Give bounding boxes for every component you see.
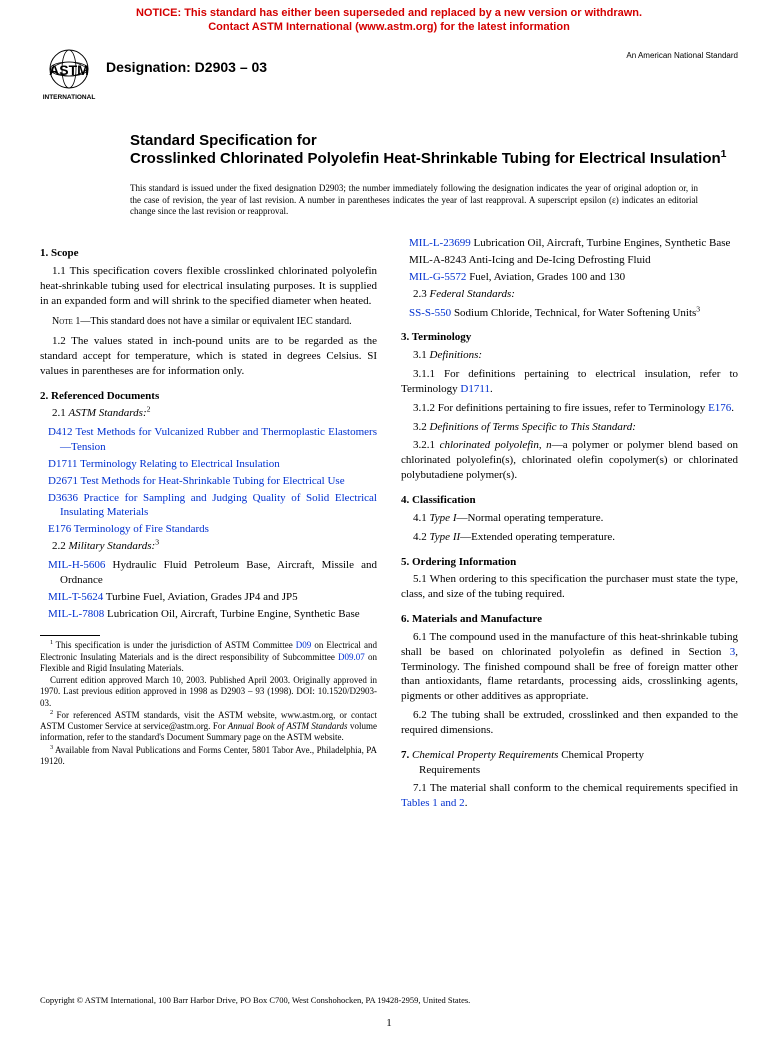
para-4-1: 4.1 Type I—Normal operating temperature. (401, 511, 738, 526)
reference-text[interactable]: Terminology of Fire Standards (71, 523, 209, 535)
reference-text: Fuel, Aviation, Grades 100 and 130 (466, 271, 625, 283)
reference-code[interactable]: MIL-L-7808 (48, 608, 104, 620)
reference-item: MIL-A-8243 Anti-Icing and De-Icing Defro… (401, 253, 738, 268)
footnotes: 1 This specification is under the jurisd… (40, 640, 377, 767)
supersession-notice: NOTICE: This standard has either been su… (0, 0, 778, 37)
notice-line-1: NOTICE: This standard has either been su… (136, 7, 642, 19)
para-4-2: 4.2 Type II—Extended operating temperatu… (401, 530, 738, 545)
reference-code: MIL-A-8243 (409, 254, 466, 266)
reference-code[interactable]: D412 (48, 426, 72, 438)
para-7-1: 7.1 The material shall conform to the ch… (401, 781, 738, 811)
reference-code[interactable]: MIL-H-5606 (48, 559, 105, 571)
section-1-head: 1. Scope (40, 246, 377, 261)
reference-code[interactable]: SS-S-550 (409, 307, 451, 319)
reference-item: D3636 Practice for Sampling and Judging … (40, 491, 377, 521)
para-6-1: 6.1 The compound used in the manufacture… (401, 630, 738, 704)
reference-code[interactable]: MIL-G-5572 (409, 271, 466, 283)
reference-item: D2671 Test Methods for Heat-Shrinkable T… (40, 474, 377, 489)
para-1-2: 1.2 The values stated in inch-pound unit… (40, 334, 377, 379)
link-d0907[interactable]: D09.07 (338, 652, 365, 662)
reference-item: MIL-G-5572 Fuel, Aviation, Grades 100 an… (401, 270, 738, 285)
para-6-2: 6.2 The tubing shall be extruded, crossl… (401, 708, 738, 738)
section-4-head: 4. Classification (401, 493, 738, 508)
section-6-head: 6. Materials and Manufacture (401, 612, 738, 627)
title-line-1: Standard Specification for (130, 132, 738, 151)
para-2-1: 2.1 ASTM Standards:2 (40, 406, 377, 421)
section-5-head: 5. Ordering Information (401, 555, 738, 570)
para-3-1: 3.1 Definitions: (401, 348, 738, 363)
para-1-1: 1.1 This specification covers flexible c… (40, 264, 377, 309)
astm-logo: ASTM INTERNATIONAL (40, 45, 100, 108)
section-3-head: 3. Terminology (401, 330, 738, 345)
notice-line-2: Contact ASTM International (www.astm.org… (208, 21, 570, 33)
designation-block: Designation: D2903 – 03 (100, 45, 626, 77)
designation-text: Designation: D2903 – 03 (106, 59, 267, 75)
reference-text: Sodium Chloride, Technical, for Water So… (451, 307, 696, 319)
section-2-head: 2. Referenced Documents (40, 389, 377, 404)
para-5-1: 5.1 When ordering to this specification … (401, 572, 738, 602)
footnote-1b: Current edition approved March 10, 2003.… (40, 675, 377, 709)
page-number: 1 (0, 1017, 778, 1029)
left-column: 1. Scope 1.1 This specification covers f… (40, 236, 377, 815)
reference-item: E176 Terminology of Fire Standards (40, 522, 377, 537)
right-column: MIL-L-23699 Lubrication Oil, Aircraft, T… (401, 236, 738, 815)
svg-text:INTERNATIONAL: INTERNATIONAL (43, 94, 96, 101)
reference-code[interactable]: D2671 (48, 475, 78, 487)
reference-code[interactable]: E176 (48, 523, 71, 535)
reference-text: Hydraulic Fluid Petroleum Base, Aircraft… (60, 559, 377, 586)
para-3-2-1: 3.2.1 chlorinated polyolefin, n—a polyme… (401, 438, 738, 483)
reference-text: Anti-Icing and De-Icing Defrosting Fluid (466, 254, 650, 266)
copyright-notice: Copyright © ASTM International, 100 Barr… (40, 995, 738, 1005)
para-3-1-1: 3.1.1 For definitions pertaining to elec… (401, 367, 738, 397)
reference-code[interactable]: D1711 (48, 458, 78, 470)
reference-item: MIL-L-23699 Lubrication Oil, Aircraft, T… (401, 236, 738, 251)
para-3-2: 3.2 Definitions of Terms Specific to Thi… (401, 420, 738, 435)
para-2-2: 2.2 Military Standards:3 (40, 539, 377, 554)
link-e176[interactable]: E176 (708, 402, 731, 414)
reference-code[interactable]: MIL-T-5624 (48, 591, 103, 603)
reference-text: Lubrication Oil, Aircraft, Turbine Engin… (471, 237, 731, 249)
national-standard-note: An American National Standard (626, 45, 738, 60)
reference-item: MIL-T-5624 Turbine Fuel, Aviation, Grade… (40, 590, 377, 605)
para-2-3: 2.3 Federal Standards: (401, 287, 738, 302)
document-title: Standard Specification for Crosslinked C… (0, 108, 778, 170)
reference-item: SS-S-550 Sodium Chloride, Technical, for… (401, 306, 738, 321)
reference-text[interactable]: Test Methods for Vulcanized Rubber and T… (60, 426, 377, 453)
reference-item: MIL-L-7808 Lubrication Oil, Aircraft, Tu… (40, 607, 377, 622)
footnote-rule (40, 635, 100, 636)
link-tables-1-2[interactable]: Tables 1 and 2 (401, 797, 465, 809)
svg-text:ASTM: ASTM (49, 62, 89, 78)
reference-code[interactable]: MIL-L-23699 (409, 237, 471, 249)
reference-text: Turbine Fuel, Aviation, Grades JP4 and J… (103, 591, 297, 603)
reference-text[interactable]: Practice for Sampling and Judging Qualit… (60, 492, 377, 519)
note-1: Note 1—This standard does not have a sim… (40, 315, 377, 329)
link-d1711[interactable]: D1711 (460, 383, 490, 395)
reference-text[interactable]: Terminology Relating to Electrical Insul… (78, 458, 280, 470)
issuance-note: This standard is issued under the fixed … (0, 169, 778, 218)
reference-item: D1711 Terminology Relating to Electrical… (40, 457, 377, 472)
section-7-head: 7. Chemical Property Requirements Chemic… (401, 748, 738, 778)
body-columns: 1. Scope 1.1 This specification covers f… (0, 218, 778, 815)
reference-text: Lubrication Oil, Aircraft, Turbine Engin… (104, 608, 359, 620)
reference-item: D412 Test Methods for Vulcanized Rubber … (40, 425, 377, 455)
footnote-2: 2 For referenced ASTM standards, visit t… (40, 710, 377, 744)
reference-text[interactable]: Test Methods for Heat-Shrinkable Tubing … (78, 475, 345, 487)
title-line-2: Crosslinked Chlorinated Polyolefin Heat-… (130, 150, 738, 169)
reference-code[interactable]: D3636 (48, 492, 78, 504)
link-d09[interactable]: D09 (296, 640, 312, 650)
para-3-1-2: 3.1.2 For definitions pertaining to fire… (401, 401, 738, 416)
document-header: ASTM INTERNATIONAL Designation: D2903 – … (0, 37, 778, 108)
footnote-3: 3 Available from Naval Publications and … (40, 745, 377, 768)
footnote-1: 1 This specification is under the jurisd… (40, 640, 377, 674)
reference-item: MIL-H-5606 Hydraulic Fluid Petroleum Bas… (40, 558, 377, 588)
